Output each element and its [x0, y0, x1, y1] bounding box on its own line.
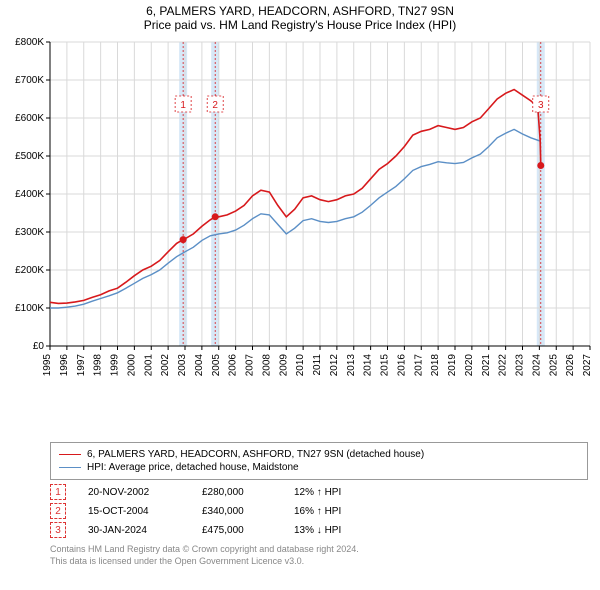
svg-text:2014: 2014: [363, 354, 374, 377]
svg-text:2019: 2019: [447, 354, 458, 377]
svg-text:2022: 2022: [498, 354, 509, 377]
svg-text:2027: 2027: [582, 354, 593, 377]
svg-text:2016: 2016: [396, 354, 407, 377]
chart-title-line2: Price paid vs. HM Land Registry's House …: [0, 18, 600, 32]
chart-title-line1: 6, PALMERS YARD, HEADCORN, ASHFORD, TN27…: [0, 4, 600, 18]
svg-text:2002: 2002: [160, 354, 171, 377]
transaction-hpi-2: 16% ↑ HPI: [294, 506, 384, 517]
svg-text:2024: 2024: [531, 354, 542, 377]
transaction-hpi-1: 12% ↑ HPI: [294, 487, 384, 498]
svg-text:£300K: £300K: [15, 227, 44, 238]
svg-text:1998: 1998: [93, 354, 104, 377]
transaction-row-2: 2 15-OCT-2004 £340,000 16% ↑ HPI: [50, 503, 588, 519]
legend-item-property: 6, PALMERS YARD, HEADCORN, ASHFORD, TN27…: [59, 449, 579, 460]
svg-text:£600K: £600K: [15, 113, 44, 124]
chart-area: £0 £100K £200K £300K £400K £500K £600K £700K £80…: [0, 36, 600, 436]
legend-label-hpi: HPI: Average price, detached house, Maid…: [87, 462, 299, 473]
svg-text:2017: 2017: [413, 354, 424, 377]
transactions-table: 1 20-NOV-2002 £280,000 12% ↑ HPI 2 15-OC…: [50, 484, 588, 538]
svg-text:1996: 1996: [59, 354, 70, 377]
svg-text:£200K: £200K: [15, 265, 44, 276]
svg-text:2021: 2021: [481, 354, 492, 377]
legend-swatch-property: [59, 454, 81, 455]
svg-text:3: 3: [538, 100, 544, 111]
svg-text:£100K: £100K: [15, 303, 44, 314]
transaction-hpi-3: 13% ↓ HPI: [294, 525, 384, 536]
legend-item-hpi: HPI: Average price, detached house, Maid…: [59, 462, 579, 473]
transaction-marker-2: 2: [50, 503, 66, 519]
svg-text:1997: 1997: [76, 354, 87, 377]
svg-text:1: 1: [180, 100, 186, 111]
legend-box: 6, PALMERS YARD, HEADCORN, ASHFORD, TN27…: [50, 442, 588, 480]
chart-title-block: 6, PALMERS YARD, HEADCORN, ASHFORD, TN27…: [0, 0, 600, 34]
legend-swatch-hpi: [59, 467, 81, 468]
svg-text:2012: 2012: [329, 354, 340, 377]
svg-text:2020: 2020: [464, 354, 475, 377]
transaction-row-1: 1 20-NOV-2002 £280,000 12% ↑ HPI: [50, 484, 588, 500]
svg-text:1995: 1995: [42, 354, 53, 377]
svg-text:2007: 2007: [245, 354, 256, 377]
transaction-price-3: £475,000: [202, 525, 272, 536]
svg-text:2009: 2009: [278, 354, 289, 377]
svg-text:2: 2: [212, 100, 218, 111]
transaction-date-3: 30-JAN-2024: [88, 525, 180, 536]
footnote-line1: Contains HM Land Registry data © Crown c…: [50, 544, 588, 556]
footnote-line2: This data is licensed under the Open Gov…: [50, 556, 588, 568]
svg-text:2023: 2023: [515, 354, 526, 377]
svg-text:2013: 2013: [346, 354, 357, 377]
legend-label-property: 6, PALMERS YARD, HEADCORN, ASHFORD, TN27…: [87, 449, 424, 460]
transaction-marker-1: 1: [50, 484, 66, 500]
svg-text:2005: 2005: [211, 354, 222, 377]
svg-text:2026: 2026: [565, 354, 576, 377]
svg-text:2000: 2000: [126, 354, 137, 377]
svg-text:2015: 2015: [380, 354, 391, 377]
svg-text:£700K: £700K: [15, 75, 44, 86]
transaction-marker-3: 3: [50, 522, 66, 538]
transaction-date-1: 20-NOV-2002: [88, 487, 180, 498]
line-chart-svg: £0 £100K £200K £300K £400K £500K £600K £700K £80…: [0, 36, 600, 402]
svg-text:1999: 1999: [110, 354, 121, 377]
svg-text:£400K: £400K: [15, 189, 44, 200]
svg-text:2025: 2025: [548, 354, 559, 377]
svg-text:2001: 2001: [143, 354, 154, 377]
svg-text:2011: 2011: [312, 354, 323, 376]
svg-text:£800K: £800K: [15, 37, 44, 48]
transaction-row-3: 3 30-JAN-2024 £475,000 13% ↓ HPI: [50, 522, 588, 538]
svg-text:£0: £0: [33, 341, 45, 352]
svg-text:2010: 2010: [295, 354, 306, 377]
transaction-date-2: 15-OCT-2004: [88, 506, 180, 517]
svg-text:2004: 2004: [194, 354, 205, 377]
svg-text:2008: 2008: [261, 354, 272, 377]
transaction-price-2: £340,000: [202, 506, 272, 517]
svg-text:2003: 2003: [177, 354, 188, 377]
svg-text:2006: 2006: [228, 354, 239, 377]
transaction-price-1: £280,000: [202, 487, 272, 498]
svg-text:£500K: £500K: [15, 151, 44, 162]
svg-text:2018: 2018: [430, 354, 441, 377]
footnote-block: Contains HM Land Registry data © Crown c…: [50, 544, 588, 567]
